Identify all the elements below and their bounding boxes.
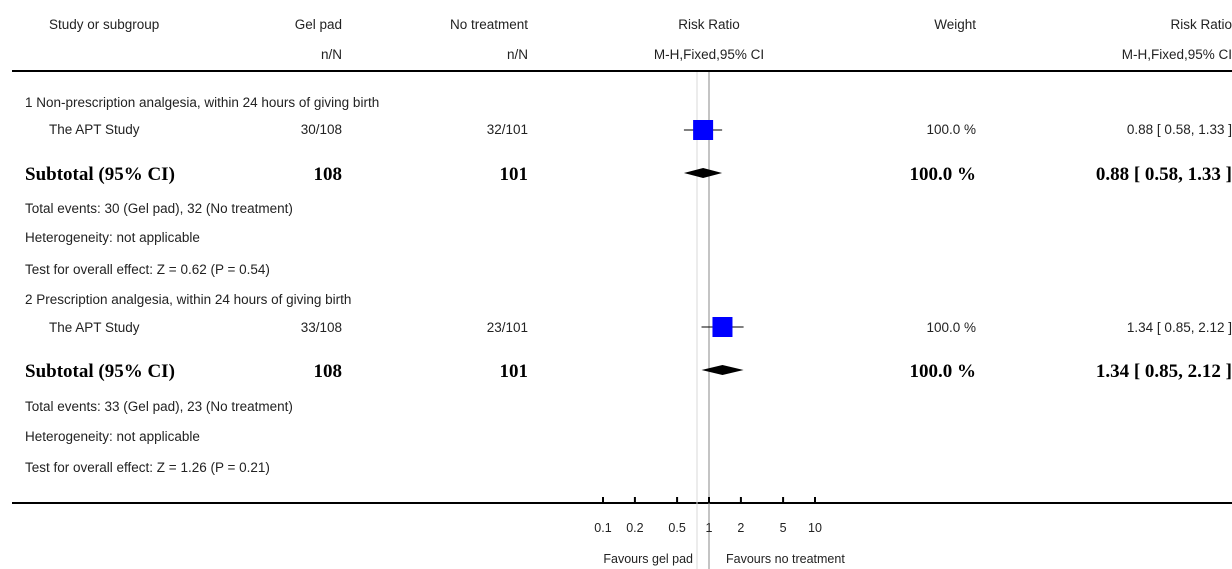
axis-tick-label: 10: [808, 521, 822, 535]
study-marker: [693, 120, 714, 140]
heterogeneity: Heterogeneity: not applicable: [25, 429, 200, 444]
axis-tick-label: 0.1: [594, 521, 611, 535]
header-rr2-sub: M-H,Fixed,95% CI: [1121, 47, 1232, 62]
study-ci-text: 1.34 [ 0.85, 2.12 ]: [1126, 320, 1232, 335]
study-weight: 100.0 %: [926, 122, 976, 137]
overall-effect: Test for overall effect: Z = 0.62 (P = 0…: [25, 262, 270, 277]
subtotal-ci-text: 1.34 [ 0.85, 2.12 ]: [1095, 361, 1232, 382]
axis-tick-label: 0.2: [626, 521, 643, 535]
study-name: The APT Study: [49, 320, 140, 335]
subtotal-weight: 100.0 %: [909, 361, 977, 382]
study-notreat: 23/101: [486, 320, 528, 335]
subtotal-ci-text: 0.88 [ 0.58, 1.33 ]: [1095, 164, 1232, 185]
subtotal-diamond: [683, 168, 723, 178]
subtotal-diamond: [701, 365, 744, 375]
header-gel-pad: Gel pad: [294, 17, 342, 32]
axis-tick-label: 5: [780, 521, 787, 535]
group-title: 1 Non-prescription analgesia, within 24 …: [25, 95, 380, 110]
study-notreat: 32/101: [486, 122, 528, 137]
header-notreat-sub: n/N: [506, 47, 528, 62]
subtotal-notreat: 101: [499, 164, 529, 185]
header-risk-ratio-right: Risk Ratio: [1170, 17, 1232, 32]
footer-rule: [12, 502, 1232, 504]
header-study: Study or subgroup: [49, 17, 160, 32]
header-gel-sub: n/N: [320, 47, 342, 62]
header-weight: Weight: [934, 17, 976, 32]
study-name: The APT Study: [49, 122, 140, 137]
study-gel: 33/108: [300, 320, 342, 335]
subtotal-label: Subtotal (95% CI): [25, 164, 175, 185]
header-no-treatment: No treatment: [449, 17, 528, 32]
subtotal-gel: 108: [313, 361, 343, 382]
study-ci-text: 0.88 [ 0.58, 1.33 ]: [1126, 122, 1232, 137]
subtotal-gel: 108: [313, 164, 343, 185]
header-risk-ratio: Risk Ratio: [678, 17, 740, 32]
axis-tick-label: 0.5: [668, 521, 685, 535]
study-weight: 100.0 %: [926, 320, 976, 335]
total-events: Total events: 30 (Gel pad), 32 (No treat…: [25, 201, 293, 216]
subtotal-weight: 100.0 %: [909, 164, 977, 185]
favours-left-label: Favours gel pad: [603, 552, 693, 566]
axis-tick-label: 1: [706, 521, 713, 535]
study-marker: [712, 317, 733, 337]
overall-effect: Test for overall effect: Z = 1.26 (P = 0…: [25, 460, 270, 475]
heterogeneity: Heterogeneity: not applicable: [25, 230, 200, 245]
total-events: Total events: 33 (Gel pad), 23 (No treat…: [25, 399, 293, 414]
header-rr-sub: M-H,Fixed,95% CI: [653, 47, 765, 62]
group-title: 2 Prescription analgesia, within 24 hour…: [25, 292, 352, 307]
header-rule: [12, 70, 1232, 72]
axis-tick-label: 2: [737, 521, 744, 535]
subtotal-label: Subtotal (95% CI): [25, 361, 175, 382]
subtotal-notreat: 101: [499, 361, 529, 382]
favours-right-label: Favours no treatment: [726, 552, 845, 566]
study-gel: 30/108: [300, 122, 342, 137]
